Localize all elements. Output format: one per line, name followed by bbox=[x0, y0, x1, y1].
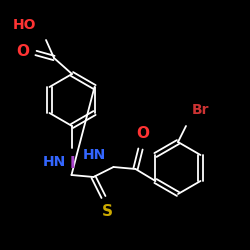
Text: HN: HN bbox=[83, 148, 106, 162]
Text: HO: HO bbox=[12, 18, 36, 32]
Text: I: I bbox=[69, 156, 75, 171]
Text: Br: Br bbox=[192, 103, 210, 117]
Text: O: O bbox=[16, 44, 29, 60]
Text: HN: HN bbox=[43, 155, 66, 169]
Text: O: O bbox=[136, 126, 149, 141]
Text: S: S bbox=[102, 204, 113, 219]
